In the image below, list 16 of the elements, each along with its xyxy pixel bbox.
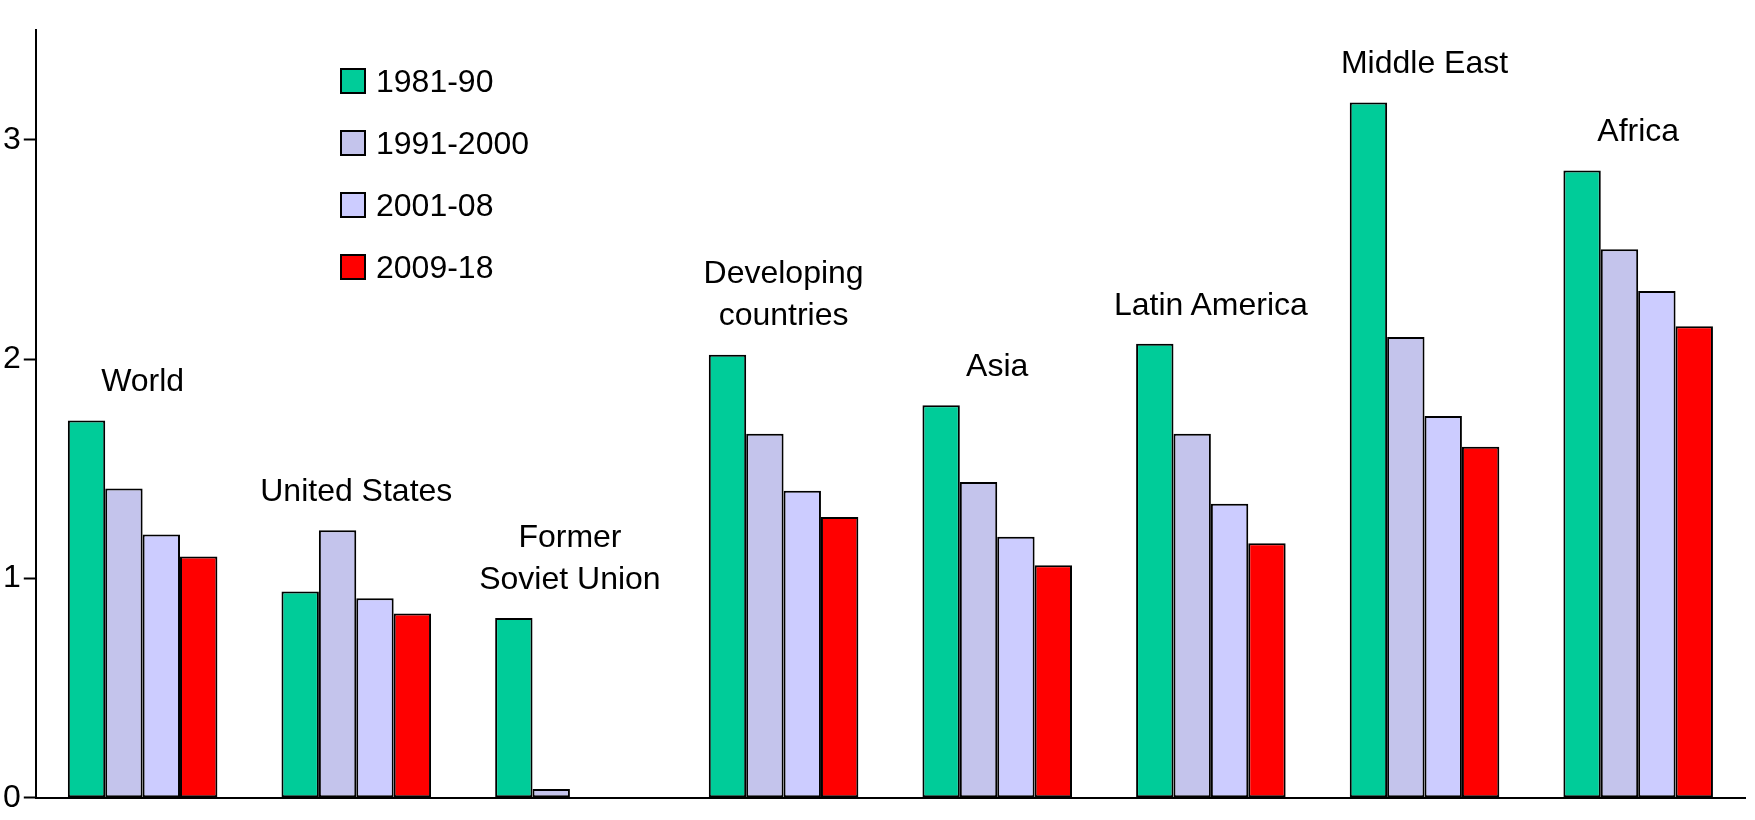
y-tick-label: 3 [3, 119, 21, 156]
x-tick-label: Former Soviet Union [479, 517, 661, 596]
y-tick-label: 1 [3, 558, 21, 595]
legend-label: 1981-90 [376, 62, 494, 101]
x-tick-label: United States [260, 471, 453, 508]
legend-label: 2001-08 [376, 186, 494, 225]
y-tick-label: 0 [3, 777, 21, 814]
y-tick-label: 2 [3, 338, 21, 375]
x-tick-label: World [101, 362, 185, 399]
legend-label: 1991-2000 [376, 124, 530, 163]
legend-label: 2009-18 [376, 248, 494, 287]
x-tick-label: Middle East [1340, 44, 1509, 81]
x-tick-label: Developing countries [703, 254, 864, 333]
x-tick-label: Latin America [1113, 285, 1309, 322]
x-tick-label: Asia [966, 346, 1029, 383]
x-tick-label: Africa [1597, 112, 1680, 149]
